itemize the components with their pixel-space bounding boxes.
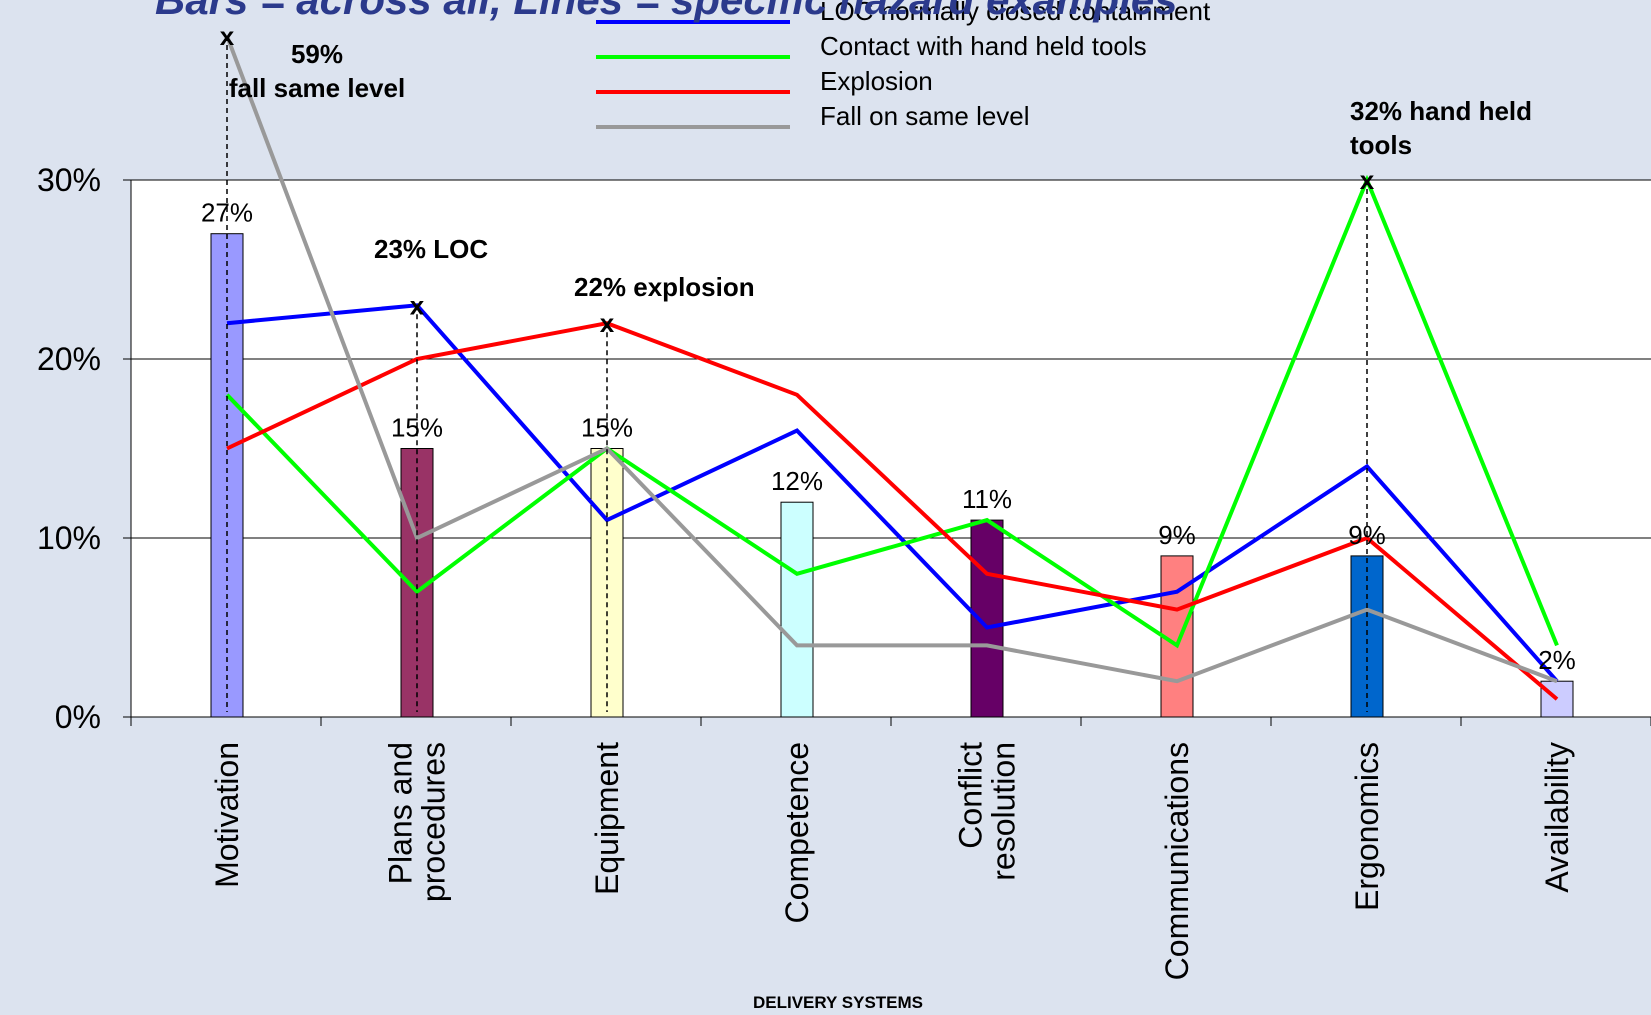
y-tick-label: 10% (37, 520, 101, 556)
annotation-marker: x (410, 290, 425, 320)
gridlines: 0% 10% 20% 30% (37, 162, 1651, 735)
chart-title: Bars = across all, Lines = specific haza… (155, 0, 1178, 23)
plot-background (131, 180, 1651, 717)
annotation-marker: x (600, 308, 615, 338)
x-category-label: Ergonomics (1349, 742, 1385, 911)
bar-data-label: 15% (391, 413, 443, 443)
annotation-label: 22% explosion (574, 272, 755, 302)
series-line (226, 303, 1559, 683)
x-category-label: Availability (1539, 742, 1575, 893)
bar (590, 448, 624, 718)
bar-data-label: 15% (581, 413, 633, 443)
series-line (225, 174, 1559, 649)
series-line (225, 35, 1558, 684)
bars (210, 233, 1574, 718)
x-category-label: Motivation (209, 742, 245, 888)
annotation-label: 59% fall same level (229, 39, 405, 103)
bar (210, 233, 244, 718)
bar (1350, 555, 1384, 718)
annotation-label: 23% LOC (374, 234, 488, 264)
y-tick-label: 30% (37, 162, 101, 198)
x-category-label: Communications (1159, 742, 1195, 980)
bar-data-label: 9% (1158, 520, 1196, 550)
y-tick-label: 20% (37, 341, 101, 377)
series-lines (225, 35, 1559, 701)
x-category-label: Equipment (589, 742, 625, 895)
x-category-label: Competence (779, 742, 815, 923)
bar-data-labels: 27% 15% 15% 12% 11% 9% 9% 2% (201, 198, 1576, 676)
plot-area (131, 180, 1651, 717)
axes: Motivation Plans andprocedures Equipment Co… (130, 180, 1651, 980)
annotation-marker: x (220, 21, 235, 51)
series-line (226, 321, 1559, 701)
x-category-label: Conflictresolution (953, 742, 1022, 881)
legend-label: Explosion (820, 66, 933, 96)
y-tick-label: 0% (55, 699, 101, 735)
bar-data-label: 11% (962, 484, 1012, 514)
x-axis-title: DELIVERY SYSTEMS (753, 993, 923, 1012)
bar-data-label: 27% (201, 198, 253, 228)
legend-label: Contact with hand held tools (820, 31, 1147, 61)
bar-data-label: 9% (1348, 520, 1386, 550)
x-category-label: Plans andprocedures (383, 742, 452, 902)
legend-label: LOC normally closed containment (820, 0, 1211, 26)
bar-data-label: 12% (771, 466, 823, 496)
annotation-label: 32% hand held tools (1350, 96, 1532, 160)
bar-data-label: 2% (1538, 645, 1576, 675)
legend: LOC normally closed containment Contact w… (596, 0, 1211, 131)
bar (780, 501, 814, 718)
annotation-marker: x (1360, 165, 1375, 195)
legend-label: Fall on same level (820, 101, 1030, 131)
